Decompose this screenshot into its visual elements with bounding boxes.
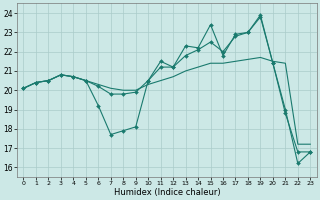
X-axis label: Humidex (Indice chaleur): Humidex (Indice chaleur) [114,188,220,197]
